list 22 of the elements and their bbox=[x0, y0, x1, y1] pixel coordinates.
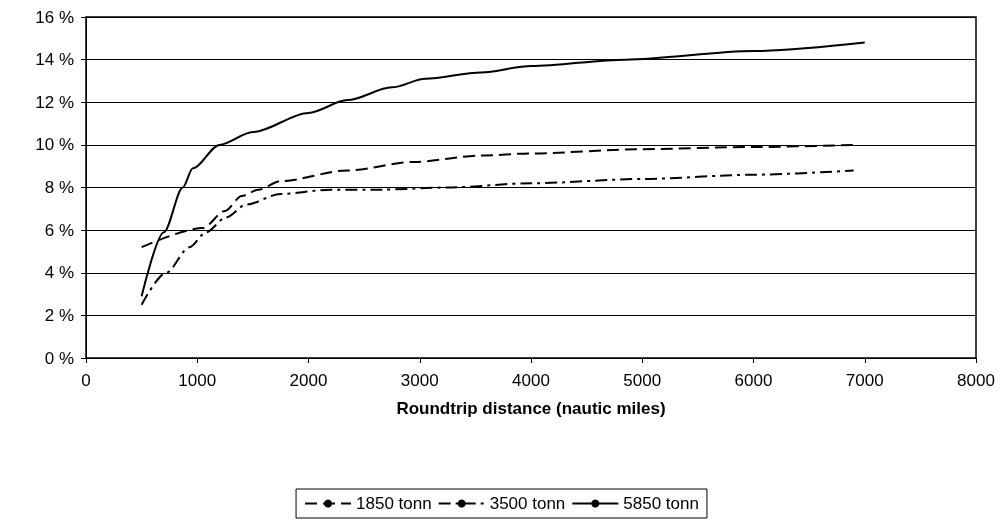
y-tick-label: 2 % bbox=[44, 305, 74, 325]
legend-label: 3500 tonn bbox=[489, 494, 566, 513]
y-tick-label: 12 % bbox=[35, 92, 74, 112]
x-tick-label: 1000 bbox=[178, 371, 217, 390]
y-tick-label: 14 % bbox=[35, 50, 74, 70]
x-tick-label: 2000 bbox=[289, 371, 328, 390]
x-tick-label: 6000 bbox=[734, 371, 773, 390]
x-tick-label: 4000 bbox=[512, 371, 550, 390]
y-tick-label: 6 % bbox=[44, 220, 74, 240]
x-tick-label: 3000 bbox=[400, 371, 439, 390]
x-tick-label: 0 bbox=[81, 371, 91, 390]
y-tick-label: 10 % bbox=[35, 135, 74, 155]
y-tick-label: 0 % bbox=[44, 348, 74, 368]
legend-label: 1850 tonn bbox=[356, 494, 432, 513]
y-tick-label: 8 % bbox=[44, 178, 74, 197]
x-axis-title: Roundtrip distance (nautic miles) bbox=[396, 399, 666, 418]
x-tick-label: 5000 bbox=[623, 371, 662, 390]
y-tick-label: 4 % bbox=[44, 263, 74, 283]
y-tick-label: 16 % bbox=[35, 7, 74, 27]
x-tick-label: 7000 bbox=[845, 371, 884, 390]
x-tick-label: 8000 bbox=[957, 371, 995, 390]
legend-label: 5850 tonn bbox=[623, 494, 699, 513]
